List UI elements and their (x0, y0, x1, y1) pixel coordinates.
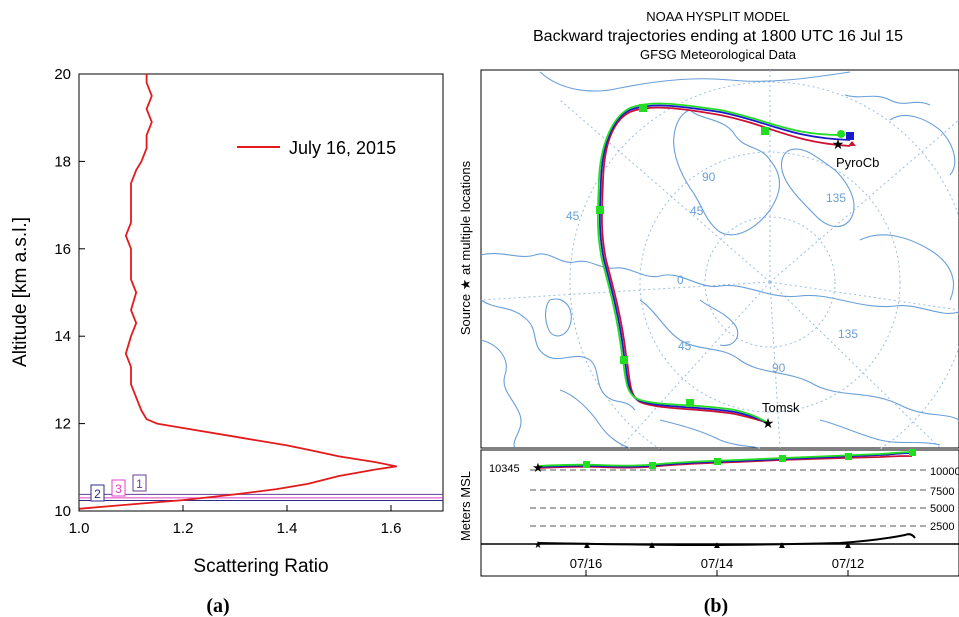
trajectory-red (600, 106, 851, 424)
coastlines (480, 71, 959, 449)
svg-text:▲: ▲ (647, 540, 657, 551)
height-tick-2500: 2500 (930, 521, 954, 533)
title-line-1: NOAA HYSPLIT MODEL (646, 9, 790, 24)
title-line-3: GFSG Meteorological Data (640, 47, 797, 62)
map-panel: 90 45 135 45 0 45 135 90 (480, 69, 959, 483)
height-markers (583, 449, 916, 469)
y-tick-label: 14 (54, 328, 71, 345)
pyrocb-star: ★ (832, 136, 845, 152)
date-ticks (585, 570, 849, 576)
aerosol-layer-lines (79, 493, 443, 502)
trajectory-markers (596, 104, 856, 407)
caption-a: (a) (206, 595, 229, 617)
tomsk-star: ★ (762, 415, 775, 431)
height-start-star: ★ (532, 460, 544, 475)
date-tick-0712: 07/12 (832, 556, 865, 571)
height-tick-5000: 5000 (930, 503, 954, 515)
trajectory-blue (598, 104, 851, 424)
plot-a-frame (78, 73, 444, 512)
scattering-ratio-profile (78, 74, 398, 510)
lon-label-135-top: 135 (826, 191, 846, 205)
x-axis-label: Scattering Ratio (193, 556, 328, 577)
y-axis-ticks: 10 12 14 16 18 20 (54, 66, 85, 520)
y-axis-label: Altitude [km a.s.l.] (10, 217, 31, 367)
x-axis-ticks: 1.0 1.2 1.4 1.6 (69, 505, 402, 537)
layer-label-3-text: 3 (115, 482, 122, 496)
lat-label-45-left: 45 (566, 209, 580, 223)
panel-a: 2 3 1 1.0 1.2 1.4 1.6 10 12 14 16 18 20 Scatteri… (10, 66, 444, 617)
source-label: Source ★ at multiple locations (458, 160, 473, 335)
svg-text:▲: ▲ (777, 540, 787, 551)
layer-label-1-text: 1 (136, 477, 143, 491)
date-tick-0714: 07/14 (701, 556, 734, 571)
x-tick-label: 1.6 (381, 520, 402, 537)
lat-label-90-top: 90 (702, 170, 716, 184)
height-panel: Meters MSL 10000 7500 5000 2500 10345 (458, 449, 959, 577)
layer-label-2-text: 2 (94, 487, 101, 501)
layer-label-1: 1 (132, 474, 147, 492)
title-line-2: Backward trajectories ending at 1800 UTC… (533, 28, 903, 45)
layer-label-3: 3 (111, 479, 126, 497)
map-frame (480, 69, 959, 449)
y-tick-label: 20 (54, 66, 71, 83)
start-height-label: 10345 (489, 463, 520, 475)
x-tick-label: 1.2 (173, 520, 194, 537)
svg-text:▲: ▲ (843, 540, 853, 551)
height-gridlines (530, 469, 930, 527)
y-tick-label: 16 (54, 241, 71, 258)
layer-label-2: 2 (90, 484, 105, 502)
lon-label-0: 0 (677, 273, 684, 287)
panel-b: NOAA HYSPLIT MODEL Backward trajectories… (458, 9, 959, 617)
map-graticule (480, 70, 959, 483)
lat-label-45-low: 45 (678, 339, 692, 353)
x-tick-label: 1.4 (277, 520, 298, 537)
lat-label-90-low: 90 (772, 361, 786, 375)
height-tick-10000: 10000 (930, 466, 959, 478)
y-tick-label: 12 (54, 416, 71, 433)
svg-text:▲: ▲ (582, 540, 592, 551)
date-tick-0716: 07/16 (570, 556, 603, 571)
height-tick-7500: 7500 (930, 486, 954, 498)
height-frame (480, 449, 959, 577)
legend-label: July 16, 2015 (289, 138, 396, 158)
location-label-pyrocb: PyroCb (836, 155, 879, 170)
lat-label-45-mid: 45 (690, 204, 704, 218)
caption-b: (b) (704, 595, 728, 617)
terrain-stars: ★ ▲ ▲ ▲ ▲ ▲ (534, 540, 853, 551)
location-label-tomsk: Tomsk (762, 400, 800, 415)
svg-text:▲: ▲ (712, 540, 722, 551)
y-tick-label: 18 (54, 153, 71, 170)
svg-text:★: ★ (534, 540, 543, 551)
y-tick-label: 10 (54, 503, 71, 520)
x-tick-label: 1.0 (69, 520, 90, 537)
height-axis-label: Meters MSL (458, 471, 473, 541)
lon-label-135-right: 135 (838, 327, 858, 341)
